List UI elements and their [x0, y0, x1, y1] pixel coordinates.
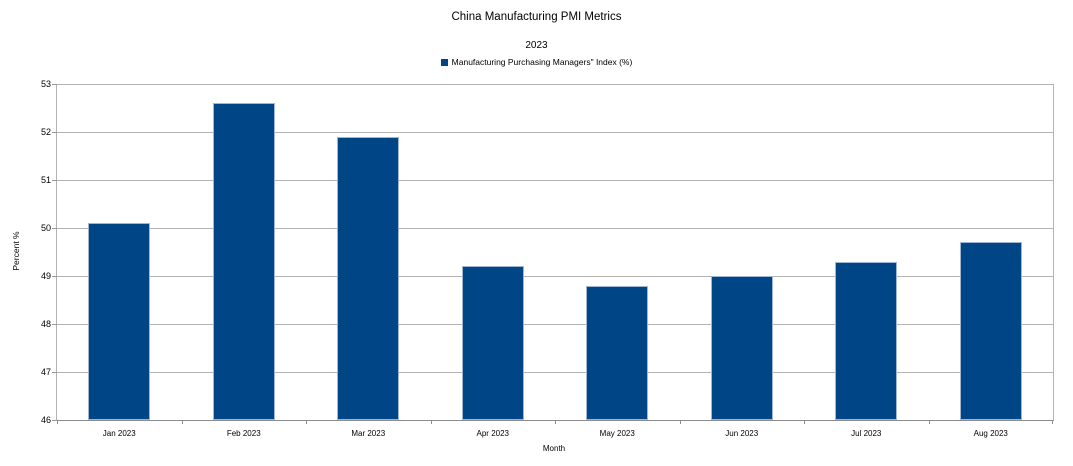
y-tick-label: 48 [40, 319, 51, 329]
y-axis-tick [52, 324, 57, 325]
y-axis-tick [52, 276, 57, 277]
y-axis-tick [52, 228, 57, 229]
gridline [57, 276, 1053, 277]
y-tick-label: 51 [40, 175, 51, 185]
y-tick-label: 53 [40, 79, 51, 89]
y-axis-tick [52, 420, 57, 421]
bar-jan-2023 [88, 223, 151, 420]
x-axis-tick [181, 420, 183, 424]
bar-jul-2023 [835, 261, 898, 420]
legend: Manufacturing Purchasing Managers" Index… [0, 57, 1073, 67]
x-axis-tick [555, 420, 556, 424]
bar-aug-2023 [959, 242, 1022, 420]
y-axis-tick [52, 132, 57, 133]
gridline [57, 180, 1053, 181]
gridline [57, 228, 1053, 229]
y-tick-label: 49 [40, 271, 51, 281]
y-tick-label: 52 [40, 127, 51, 137]
chart-subtitle: 2023 [525, 40, 548, 51]
y-axis-title: Percent % [11, 231, 21, 271]
gridline [57, 132, 1053, 133]
x-tick-label: Jul 2023 [851, 429, 882, 438]
bar-mar-2023 [337, 136, 400, 420]
x-tick-label: May 2023 [599, 429, 635, 438]
x-axis-tick [679, 420, 681, 424]
x-axis-tick [928, 420, 930, 424]
bar-apr-2023 [461, 266, 524, 420]
x-tick-label: Mar 2023 [351, 429, 386, 438]
legend-marker-icon [440, 58, 448, 66]
chart-title: China Manufacturing PMI Metrics [451, 11, 622, 23]
bar-feb-2023 [212, 103, 275, 420]
x-tick-label: Feb 2023 [226, 429, 261, 438]
bar-may-2023 [586, 285, 649, 420]
y-axis-tick [52, 180, 57, 181]
legend-label: Manufacturing Purchasing Managers" Index… [451, 57, 633, 67]
x-axis-tick [1052, 420, 1053, 424]
x-tick-label: Aug 2023 [973, 429, 1008, 438]
x-axis-tick [430, 420, 432, 424]
x-axis-tick [804, 420, 805, 424]
x-tick-label: Jan 2023 [102, 429, 136, 438]
gridline [57, 324, 1053, 325]
plot-area: 46 47 48 49 50 51 52 53 Jan 2023 Feb 2023 Mar 2023… [41, 79, 1054, 438]
x-tick-label: Jun 2023 [725, 429, 759, 438]
bar-jun-2023 [710, 276, 773, 420]
y-axis-tick [52, 84, 57, 85]
gridline [57, 84, 1053, 85]
x-axis-title: Month [542, 444, 566, 453]
x-axis-tick [306, 420, 307, 424]
gridline [57, 372, 1053, 373]
x-axis-tick [57, 420, 58, 424]
y-tick-label: 50 [40, 223, 51, 233]
y-tick-label: 46 [40, 415, 51, 425]
x-tick-label: Apr 2023 [476, 429, 509, 438]
y-axis-tick [52, 372, 57, 373]
y-tick-label: 47 [40, 367, 51, 377]
